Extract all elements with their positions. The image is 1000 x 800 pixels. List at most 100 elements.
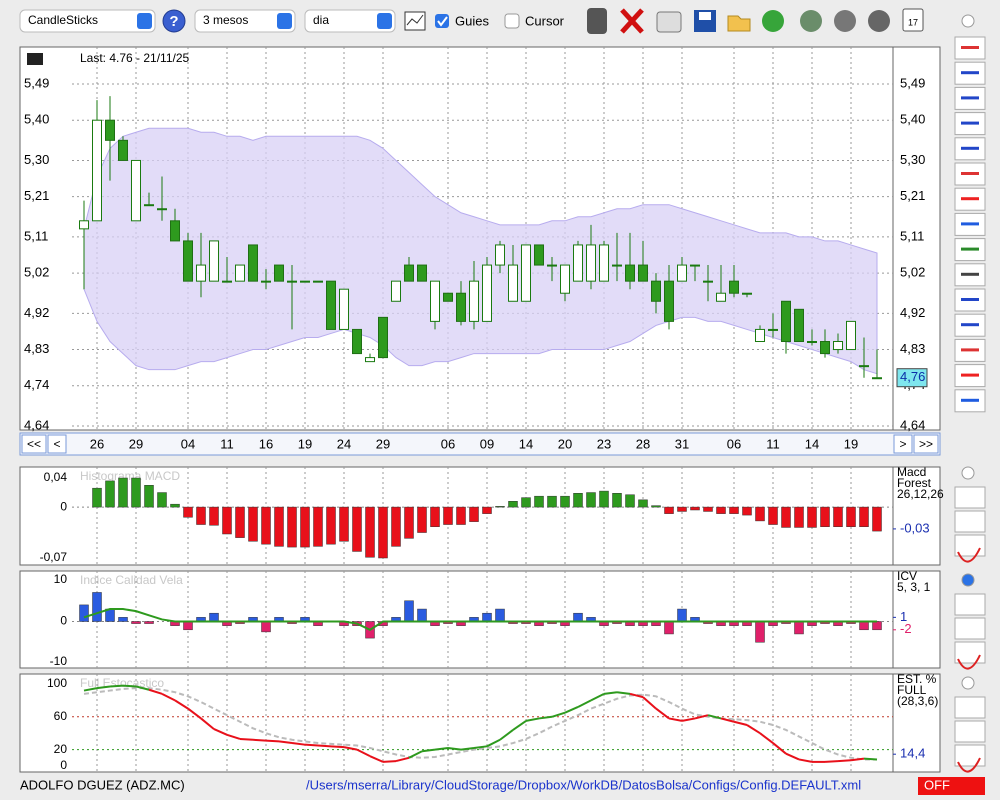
candle-body	[665, 281, 674, 321]
candle-body	[509, 265, 518, 301]
panel-0: 4,644,644,744,744,834,834,924,925,025,02…	[20, 47, 940, 432]
cursor-checkbox[interactable]	[505, 14, 519, 28]
radio[interactable]	[962, 15, 974, 27]
help-icon: ?	[169, 13, 178, 30]
tool-button[interactable]	[955, 594, 985, 615]
bar	[522, 498, 531, 507]
select-arrow	[377, 13, 392, 29]
tool-button[interactable]	[955, 618, 985, 639]
interval-value: dia	[313, 13, 329, 27]
candle-body	[158, 209, 167, 210]
select-arrow	[137, 13, 152, 29]
bar	[561, 496, 570, 507]
bar	[639, 500, 648, 507]
bar	[119, 478, 128, 507]
bar	[288, 507, 297, 547]
x-tick-label: 29	[129, 436, 143, 451]
bar	[80, 605, 89, 622]
radio[interactable]	[962, 574, 974, 586]
candle-body	[119, 140, 128, 160]
candle-body	[132, 160, 141, 220]
bar	[795, 507, 804, 527]
x-tick-label: 28	[636, 436, 650, 451]
refresh-icon[interactable]	[762, 10, 784, 32]
k-line-segment	[253, 740, 266, 741]
tool-button[interactable]	[955, 721, 985, 742]
candle-body	[561, 265, 570, 293]
candle-body	[223, 281, 232, 282]
bar	[860, 507, 869, 527]
candle-body	[522, 245, 531, 301]
y-tick-label: 0,04	[44, 470, 68, 484]
guides-checkbox[interactable]	[435, 14, 449, 28]
y-tick-label: 4,83	[24, 341, 49, 356]
y-tick-label-right: 4,64	[900, 417, 925, 432]
bar	[574, 493, 583, 507]
x-tick-label: 06	[441, 436, 455, 451]
cursor-label: Cursor	[525, 13, 565, 28]
radio[interactable]	[962, 677, 974, 689]
config-path[interactable]: /Users/mserra/Library/CloudStorage/Dropb…	[306, 777, 861, 792]
bar	[678, 609, 687, 621]
bar	[470, 507, 479, 522]
last-value-label: 4,76	[900, 369, 925, 384]
k-line-segment	[383, 761, 396, 762]
tool-button[interactable]	[955, 487, 985, 508]
candle-body	[483, 265, 492, 321]
radio[interactable]	[962, 467, 974, 479]
last-annotation: Last: 4.76 - 21/11/25	[80, 51, 190, 65]
candle-body	[106, 120, 115, 140]
tool-button[interactable]	[955, 511, 985, 532]
trash-icon[interactable]	[587, 8, 607, 34]
x-tick-label: 04	[181, 436, 195, 451]
bar	[340, 507, 349, 541]
bar	[223, 507, 232, 534]
settings-icon[interactable]	[868, 10, 890, 32]
bar	[496, 506, 505, 507]
k-line-segment	[838, 760, 851, 761]
y-tick-label-right: 4,83	[900, 341, 925, 356]
k-line-segment	[864, 759, 877, 760]
candle-body	[769, 329, 778, 330]
bar	[93, 592, 102, 621]
x-tick-label: 26	[90, 436, 104, 451]
sync-icon[interactable]	[800, 10, 822, 32]
bar	[366, 507, 375, 557]
tool-icon	[961, 323, 979, 326]
candle-body	[756, 329, 765, 341]
candle-body	[717, 293, 726, 301]
x-tick-label: 24	[337, 436, 351, 451]
x-tick-label: 14	[805, 436, 819, 451]
print-icon[interactable]	[657, 12, 681, 32]
select-arrow	[277, 13, 292, 29]
calendar-icon-text: 17	[908, 17, 918, 27]
panel-2: 100-10Indice Calidad VelaICV5, 3, 11-2	[20, 569, 940, 668]
bar	[262, 622, 271, 632]
k-line-segment	[825, 761, 838, 762]
period-value: 3 mesos	[203, 13, 248, 27]
tool-icon	[961, 197, 979, 200]
candle-body	[652, 281, 661, 301]
currency-icon[interactable]	[834, 10, 856, 32]
y-tick-label: 0	[60, 614, 67, 628]
tool-button[interactable]	[955, 697, 985, 718]
bar	[353, 507, 362, 551]
candle-body	[366, 358, 375, 362]
bar	[535, 496, 544, 507]
nav-button-label: <<	[27, 437, 41, 451]
nav-button-label: <	[53, 437, 60, 451]
tool-icon	[961, 122, 979, 125]
last-value-label: 14,4	[900, 746, 925, 761]
x-tick-label: 06	[727, 436, 741, 451]
y-tick-label-right: 5,49	[900, 75, 925, 90]
bar	[821, 507, 830, 527]
bar	[457, 507, 466, 524]
bar	[145, 485, 154, 507]
y-tick-label-right: 5,11	[900, 228, 924, 243]
candle-body	[80, 221, 89, 229]
x-tick-label: 29	[376, 436, 390, 451]
bar	[184, 507, 193, 517]
bar	[756, 622, 765, 643]
guides-label: Guies	[455, 13, 489, 28]
candle-body	[821, 342, 830, 354]
